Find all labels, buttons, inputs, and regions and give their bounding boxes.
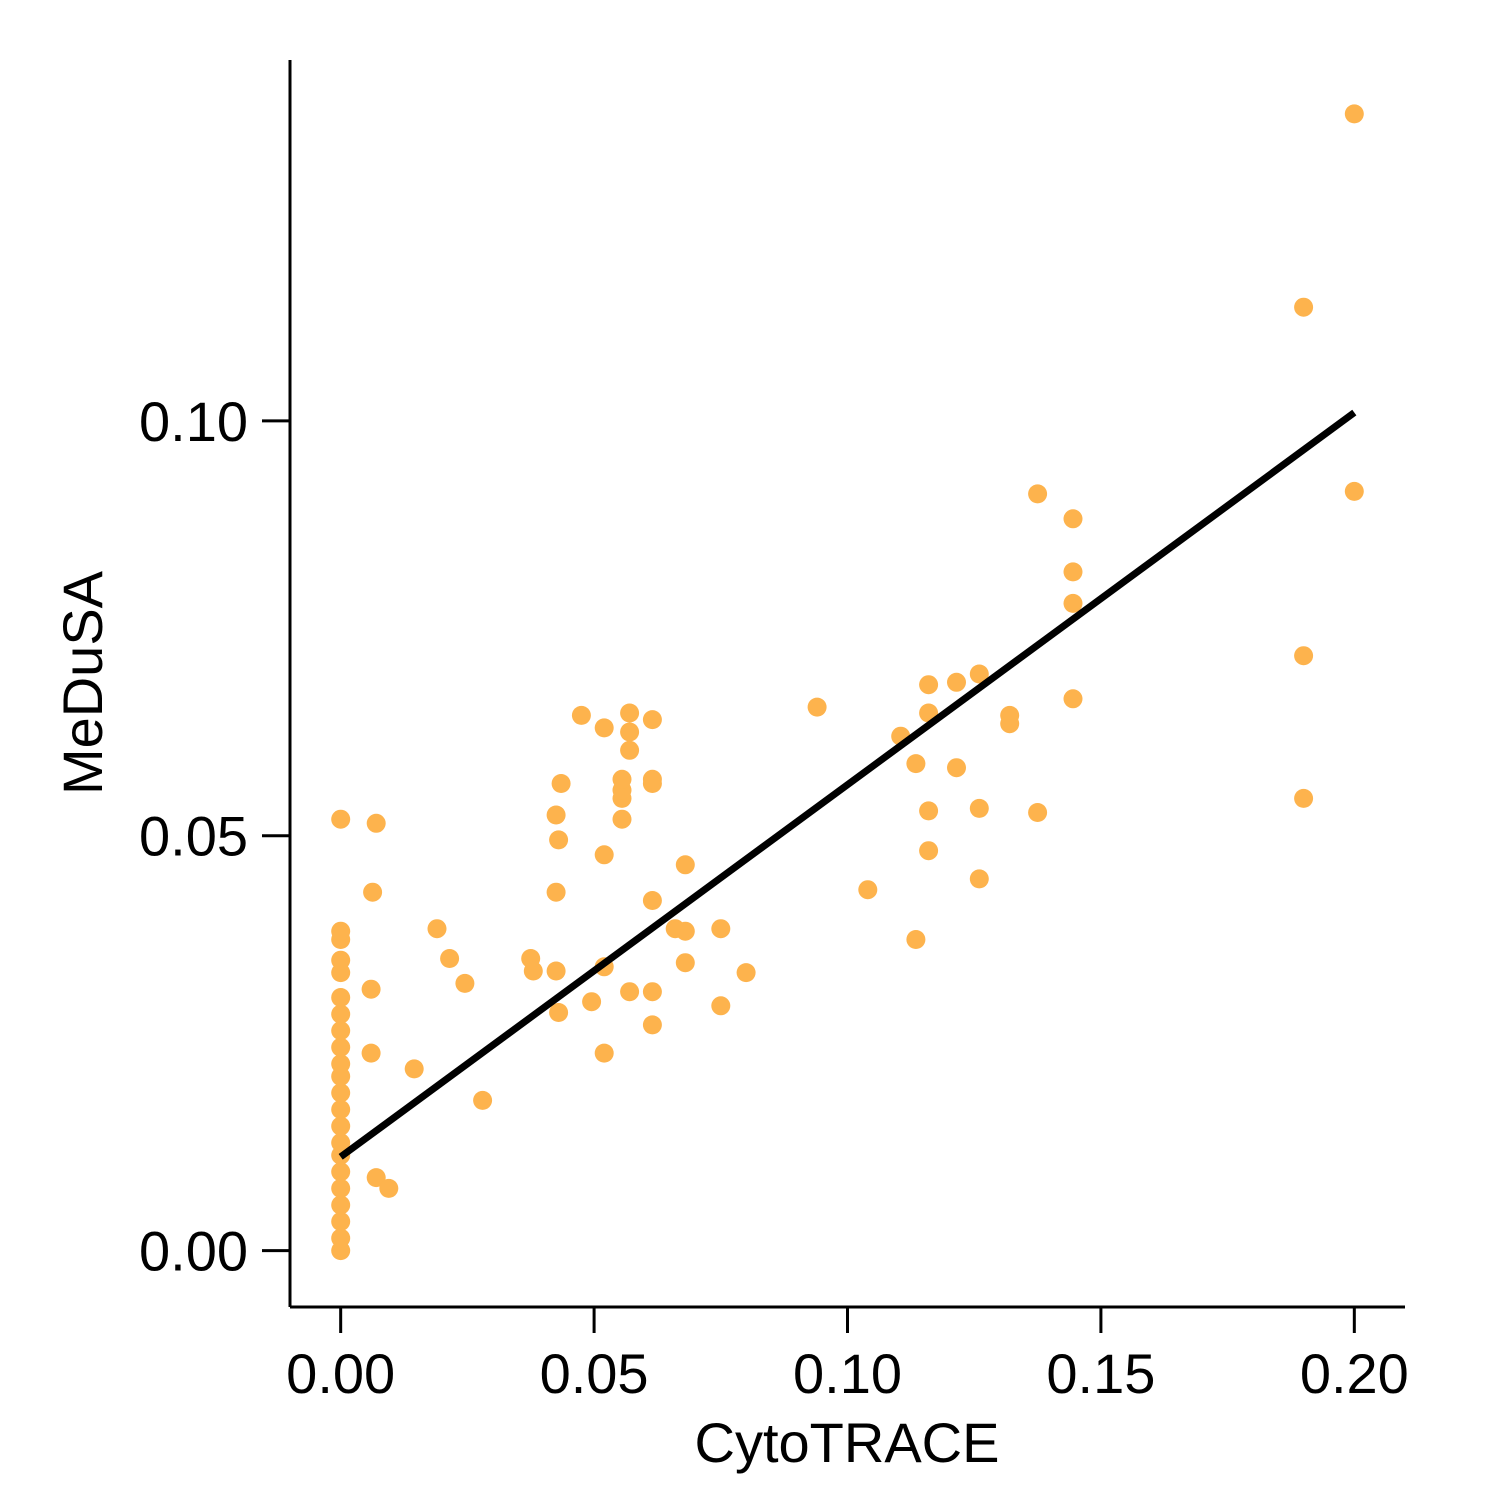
- data-point-42: [582, 992, 602, 1012]
- data-point-13: [331, 1037, 351, 1057]
- data-point-1: [331, 1228, 351, 1248]
- data-point-77: [947, 758, 966, 778]
- fit-line-layer: [338, 409, 1357, 1160]
- data-point-9: [331, 1100, 351, 1119]
- data-point-62: [675, 953, 695, 973]
- data-point-55: [642, 1015, 662, 1035]
- data-point-86: [1063, 689, 1083, 709]
- data-point-21: [331, 809, 351, 829]
- data-point-79: [969, 869, 989, 889]
- data-point-38: [549, 1003, 569, 1022]
- data-point-40: [551, 774, 571, 793]
- data-point-87: [1063, 593, 1083, 613]
- data-point-41: [571, 705, 591, 725]
- data-point-52: [620, 740, 640, 760]
- data-point-73: [919, 841, 939, 861]
- data-point-66: [711, 919, 731, 939]
- data-point-32: [473, 1090, 493, 1110]
- data-point-15: [331, 1004, 351, 1024]
- y-tick-label-1: 0.05: [139, 805, 248, 868]
- data-point-69: [858, 880, 878, 900]
- data-point-39: [549, 830, 569, 850]
- data-point-26: [366, 813, 386, 833]
- y-axis-title: MeDuSA: [51, 570, 114, 795]
- x-tick-label-3: 0.15: [1046, 1342, 1155, 1405]
- data-point-47: [612, 809, 632, 829]
- data-point-27: [379, 1178, 399, 1198]
- data-point-50: [612, 769, 632, 789]
- x-tick-label-0: 0.00: [286, 1342, 395, 1405]
- data-point-4: [331, 1178, 351, 1198]
- data-point-60: [642, 710, 662, 730]
- data-point-81: [969, 664, 989, 684]
- data-point-8: [331, 1116, 351, 1136]
- data-point-3: [331, 1195, 351, 1215]
- data-point-72: [906, 754, 926, 774]
- y-tick-label-2: 0.10: [139, 390, 248, 453]
- data-point-45: [594, 845, 614, 865]
- data-point-90: [1294, 788, 1314, 808]
- data-point-80: [969, 798, 989, 818]
- data-point-78: [947, 672, 966, 692]
- x-tick-label-2: 0.10: [793, 1342, 902, 1405]
- ticks: 0.00 0.05 0.10 0.15 0.20 0.00 0.05 0.10: [139, 390, 1409, 1405]
- data-point-54: [620, 703, 640, 723]
- data-point-84: [1028, 803, 1048, 822]
- x-axis-title: CytoTRACE: [695, 1411, 1000, 1474]
- data-point-57: [642, 891, 662, 910]
- data-point-63: [675, 921, 695, 941]
- data-point-12: [331, 1054, 351, 1074]
- data-point-18: [331, 950, 351, 970]
- data-point-43: [594, 1043, 614, 1063]
- data-point-83: [1000, 705, 1020, 725]
- data-point-5: [331, 1162, 351, 1182]
- data-point-24: [363, 882, 383, 902]
- data-point-88: [1063, 562, 1083, 582]
- data-point-36: [546, 882, 566, 902]
- data-point-16: [331, 988, 351, 1007]
- data-point-59: [642, 769, 662, 789]
- data-point-91: [1294, 646, 1314, 666]
- data-point-46: [594, 718, 614, 738]
- data-point-89: [1063, 509, 1083, 529]
- data-point-20: [331, 921, 351, 941]
- regression-line: [338, 409, 1357, 1160]
- data-point-35: [546, 961, 566, 981]
- data-point-85: [1028, 484, 1048, 504]
- data-point-10: [331, 1083, 351, 1103]
- data-point-7: [331, 1133, 351, 1153]
- data-point-23: [361, 1043, 381, 1063]
- data-point-28: [404, 1059, 424, 1079]
- data-point-14: [331, 1021, 351, 1041]
- data-point-34: [523, 961, 543, 981]
- data-point-2: [331, 1212, 351, 1231]
- data-point-29: [427, 919, 447, 939]
- data-point-53: [620, 722, 640, 742]
- data-point-65: [711, 996, 731, 1016]
- data-point-92: [1294, 297, 1314, 317]
- data-point-37: [546, 805, 566, 825]
- data-point-31: [455, 973, 475, 993]
- data-point-56: [642, 982, 662, 1002]
- data-point-25: [366, 1168, 386, 1188]
- data-point-22: [361, 979, 381, 999]
- data-point-30: [440, 949, 460, 968]
- x-tick-label-4: 0.20: [1300, 1342, 1409, 1405]
- data-point-67: [736, 963, 756, 983]
- data-point-71: [906, 930, 926, 949]
- x-tick-label-1: 0.05: [540, 1342, 649, 1405]
- data-point-93: [1344, 481, 1364, 501]
- data-point-68: [807, 697, 827, 717]
- data-point-51: [620, 982, 640, 1002]
- data-point-94: [1344, 104, 1364, 124]
- data-point-64: [675, 855, 695, 875]
- axes: [288, 60, 1405, 1309]
- data-point-74: [919, 801, 939, 821]
- points-layer: [331, 104, 1364, 1261]
- data-point-76: [919, 675, 939, 695]
- y-tick-label-0: 0.00: [139, 1220, 248, 1283]
